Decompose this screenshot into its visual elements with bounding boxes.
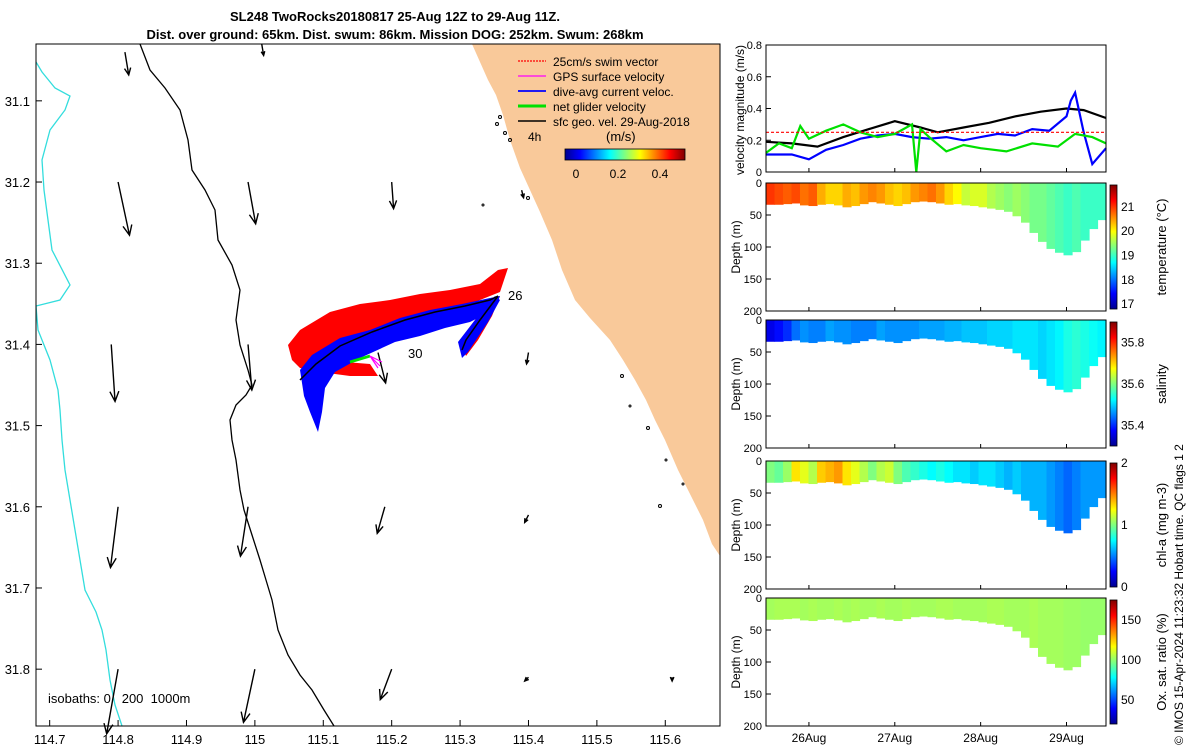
- map-x-tick-label: 115.6: [649, 732, 681, 747]
- map-x-axis: 114.7 114.8 114.9 115 115.1 115.2 115.3 115.4 11…: [34, 720, 681, 747]
- legend-swim-vector: 25cm/s swim vector: [553, 55, 658, 69]
- legend-gps-velocity: GPS surface velocity: [553, 70, 664, 84]
- geostrophic-vector-arrow: [388, 181, 398, 211]
- legend-time-marker: 4h: [528, 130, 541, 144]
- geostrophic-vector-arrow: [523, 514, 530, 525]
- map-x-tick-label: 115.4: [513, 732, 545, 747]
- map-x-tick-label: 114.7: [34, 732, 66, 747]
- glider-track-footprint: [288, 268, 508, 432]
- geostrophic-vector-arrow: [109, 344, 120, 404]
- map-y-tick-label: 31.1: [5, 94, 30, 109]
- legend-current-velocity: dive-avg current veloc.: [553, 85, 674, 99]
- map-y-tick-label: 31.3: [5, 256, 30, 271]
- map-y-tick-label: 31.4: [5, 337, 30, 352]
- map-y-tick-label: 31.5: [5, 419, 30, 434]
- geostrophic-vector-arrow: [106, 506, 119, 570]
- map-legend: 25cm/s swim vector GPS surface velocity …: [518, 55, 690, 181]
- map-x-tick-label: 114.8: [102, 732, 134, 747]
- colorbar-tick-0.2: 0.2: [610, 167, 627, 181]
- current-vectors: [300, 296, 500, 432]
- legend-sfc-geo: sfc geo. vel. 29-Aug-2018: [553, 115, 690, 129]
- glider-track-line: [299, 295, 499, 381]
- geostrophic-vector-arrow: [260, 43, 266, 58]
- geostrophic-vector-arrow: [123, 52, 132, 77]
- net-glider-vectors: [349, 354, 371, 364]
- geostrophic-vector-arrow: [378, 668, 393, 702]
- map-y-tick-label: 31.6: [5, 500, 30, 515]
- figure-title-line1: SL248 TwoRocks20180817 25-Aug 12Z to 29-…: [230, 9, 560, 24]
- track-label-26: 26: [508, 288, 522, 303]
- isobath-1000m: [36, 61, 123, 726]
- map-y-tick-label: 31.8: [5, 662, 30, 677]
- map-x-tick-label: 115.3: [444, 732, 476, 747]
- legend-net-glider: net glider velocity: [553, 100, 646, 114]
- figure-title-line2: Dist. over ground: 65km. Dist. swum: 86k…: [146, 27, 644, 42]
- isobath-200m: [139, 44, 335, 726]
- geostrophic-vector-arrow: [236, 506, 249, 558]
- map-x-tick-label: 115.2: [376, 732, 408, 747]
- map-x-tick-label: 115.5: [581, 732, 613, 747]
- geostrophic-vector-arrow: [523, 676, 530, 683]
- speed-colorbar: [564, 148, 686, 161]
- geostrophic-vector-arrow: [669, 676, 675, 683]
- island-dots: [481, 115, 685, 508]
- geostrophic-vector-arrow: [103, 669, 119, 736]
- map-x-tick-label: 115.1: [307, 732, 339, 747]
- geostrophic-vector-arrow: [520, 189, 526, 200]
- land-area: [472, 44, 720, 556]
- map-y-tick-label: 31.2: [5, 175, 30, 190]
- geostrophic-vector-arrow: [247, 181, 259, 226]
- current-vectors-inner: [458, 296, 500, 358]
- geostrophic-vectors: [103, 43, 675, 736]
- geostrophic-vector-arrow: [245, 344, 257, 392]
- map-x-tick-label: 115: [245, 732, 266, 747]
- isobath-caption: isobaths: 0 200 1000m: [48, 691, 190, 706]
- gps-velocity-vectors: [369, 355, 383, 369]
- map-frame: [35, 43, 721, 727]
- geostrophic-vector-arrow: [117, 181, 133, 237]
- map-y-axis: 31.1 31.2 31.3 31.4 31.5 31.6 31.7 31.8: [5, 94, 42, 677]
- geostrophic-vector-arrow: [524, 352, 530, 366]
- colorbar-unit: (m/s): [606, 129, 636, 144]
- geostrophic-vector-arrow: [377, 352, 389, 385]
- geostrophic-vector-arrow: [375, 506, 386, 536]
- colorbar-tick-0.4: 0.4: [652, 167, 669, 181]
- map-y-tick-label: 31.7: [5, 581, 30, 596]
- colorbar-tick-0: 0: [573, 167, 580, 181]
- track-label-30: 30: [408, 346, 422, 361]
- geostrophic-vector-arrow: [240, 669, 256, 725]
- map-x-tick-label: 114.9: [171, 732, 203, 747]
